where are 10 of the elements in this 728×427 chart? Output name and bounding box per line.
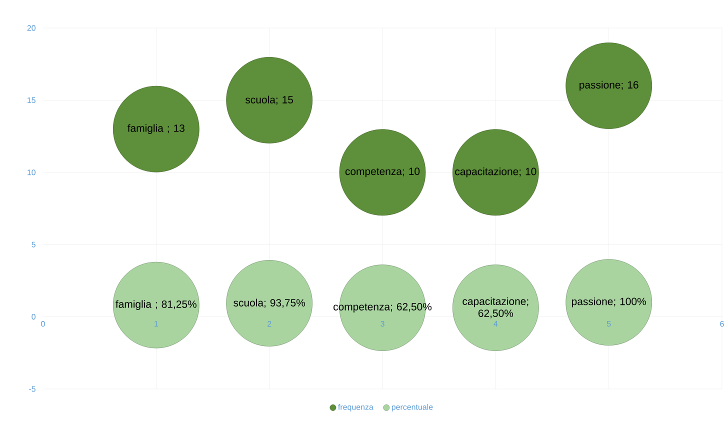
data-label: competenza; 10 (345, 168, 420, 178)
data-label: passione; 100% (572, 297, 646, 308)
data-label: famiglia ; 13 (128, 124, 184, 134)
data-label: scuola; 93,75% (234, 298, 305, 308)
data-label: capacitazione; 10 (455, 168, 536, 178)
data-label: competenza; 62,50% (334, 303, 432, 313)
data-label: passione; 16 (580, 80, 638, 91)
data-label: capacitazione; 62,50% (462, 297, 528, 318)
data-label: famiglia ; 81,25% (116, 300, 196, 310)
data-label: scuola; 15 (246, 96, 294, 105)
